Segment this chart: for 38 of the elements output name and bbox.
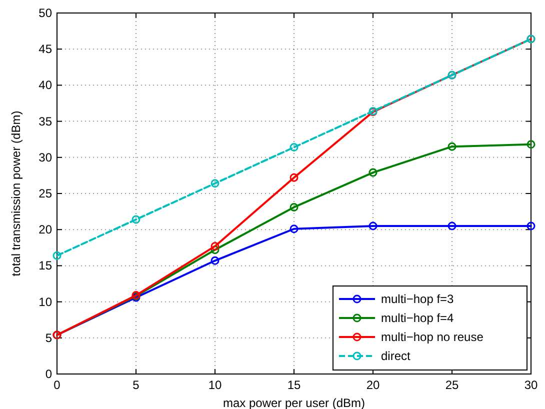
- x-tick-label: 10: [208, 378, 222, 392]
- legend-label: multi−hop no reuse: [381, 330, 484, 344]
- point: [290, 173, 298, 182]
- x-tick-label: 0: [54, 378, 61, 392]
- legend-label: multi−hop f=4: [381, 311, 454, 325]
- point: [210, 242, 220, 250]
- point: [368, 222, 378, 230]
- y-tick-label: 5: [45, 330, 52, 345]
- x-tick-label: 20: [366, 378, 380, 392]
- x-tick-label: 30: [524, 378, 538, 392]
- point: [290, 202, 298, 212]
- y-tick-label: 50: [38, 6, 52, 20]
- point: [52, 251, 62, 260]
- point: [290, 143, 298, 152]
- x-tick-label: 5: [132, 378, 140, 392]
- y-tick-label: 0: [45, 367, 52, 381]
- y-tick-label: 20: [38, 222, 52, 237]
- point: [132, 215, 140, 224]
- y-tick-label: 45: [38, 42, 52, 56]
- y-tick-label: 25: [38, 186, 52, 200]
- point: [210, 256, 220, 265]
- y-tick-label: 30: [38, 150, 52, 164]
- legend-label: direct: [381, 349, 412, 363]
- y-tick-label: 40: [38, 78, 52, 92]
- x-tick-label: 15: [287, 378, 301, 392]
- y-tick-label: 35: [38, 114, 52, 128]
- legend-label: multi−hop f=3: [381, 292, 454, 306]
- point: [526, 222, 536, 230]
- point: [290, 224, 298, 234]
- x-tick-label: 25: [445, 378, 459, 392]
- y-tick-label: 15: [38, 258, 52, 273]
- point: [368, 168, 378, 177]
- y-axis-title: total transmission power (dBm): [9, 110, 23, 276]
- y-tick-label: 10: [38, 294, 52, 309]
- point: [448, 142, 456, 151]
- point: [210, 179, 220, 188]
- point: [448, 222, 456, 230]
- point: [526, 140, 536, 149]
